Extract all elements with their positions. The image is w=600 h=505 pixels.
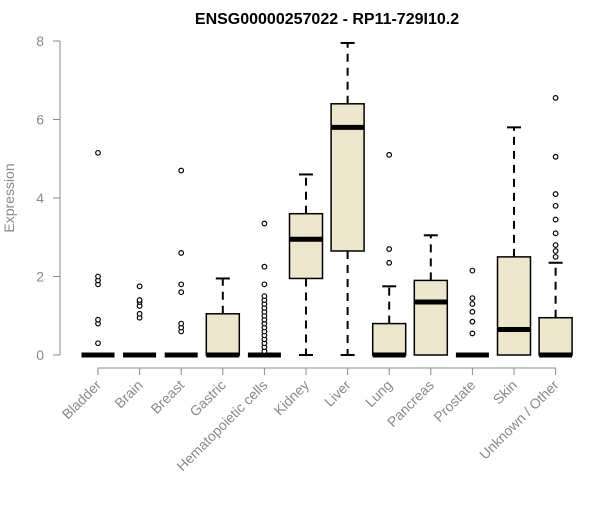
outlier-point <box>178 167 185 174</box>
outlier-point <box>552 248 559 254</box>
box-group <box>413 234 449 356</box>
outlier-point <box>469 301 476 307</box>
x-tick-label: Kidney <box>271 377 313 419</box>
outlier-point <box>261 281 268 288</box>
y-tick-label: 6 <box>36 112 44 128</box>
y-axis: 0 2 4 6 8 <box>36 33 61 363</box>
outlier-point <box>552 95 559 101</box>
box-group <box>496 126 532 356</box>
outlier-point <box>136 283 143 290</box>
outlier-point <box>136 297 143 303</box>
outlier-point <box>386 151 393 158</box>
x-tick-label: Unknown / Other <box>476 377 562 463</box>
outlier-point <box>552 230 559 237</box>
outlier-point <box>552 216 559 223</box>
box-body <box>288 212 324 280</box>
box-body <box>496 256 532 356</box>
x-tick-label: Breast <box>147 377 187 417</box>
x-tick-label: Liver <box>321 377 354 410</box>
box-group <box>330 41 365 356</box>
outlier-point <box>261 293 268 300</box>
outlier-point <box>178 289 185 296</box>
box-group <box>247 220 281 358</box>
outlier-point <box>261 220 268 227</box>
box-group <box>205 277 241 358</box>
plot-area <box>81 41 573 358</box>
y-tick-label: 2 <box>36 269 44 285</box>
outlier-point <box>178 281 185 288</box>
box-body <box>371 322 407 356</box>
outlier-point <box>95 340 101 347</box>
x-tick-label: Skin <box>490 377 521 408</box>
outlier-point <box>552 153 559 160</box>
outlier-point <box>261 263 268 270</box>
outlier-point <box>386 259 393 266</box>
y-tick-label: 8 <box>36 33 44 49</box>
outlier-point <box>178 320 185 327</box>
y-axis-label: Expression <box>1 163 17 232</box>
y-tick-label: 0 <box>36 347 44 363</box>
x-tick-label: Brain <box>111 377 145 411</box>
outlier-point <box>469 308 476 315</box>
outlier-point <box>469 295 476 301</box>
outlier-point <box>552 191 559 197</box>
x-tick-label: Lung <box>362 377 395 410</box>
outlier-point <box>95 273 101 280</box>
box-group <box>538 95 573 358</box>
outlier-point <box>469 267 476 274</box>
outlier-point <box>469 318 476 325</box>
box-group <box>288 173 324 356</box>
y-tick-label: 4 <box>36 190 44 206</box>
box-group <box>164 167 198 358</box>
x-tick-label: Bladder <box>59 377 105 423</box>
box-group <box>371 151 407 358</box>
outlier-point <box>552 202 559 209</box>
box-group <box>123 283 157 358</box>
outlier-point <box>469 330 476 337</box>
box-group <box>81 149 115 358</box>
box-group <box>455 267 489 358</box>
chart-title: ENSG00000257022 - RP11-729I10.2 <box>195 11 459 28</box>
outlier-point <box>386 246 393 252</box>
outlier-point <box>552 253 559 260</box>
box-body <box>538 316 573 356</box>
x-tick-label: Prostate <box>430 377 478 425</box>
box-body <box>413 279 449 356</box>
outlier-point <box>95 316 101 323</box>
outlier-point <box>178 250 185 256</box>
outlier-point <box>95 149 101 156</box>
outlier-point <box>136 310 143 317</box>
outlier-point <box>552 242 559 249</box>
box-body <box>205 313 241 356</box>
